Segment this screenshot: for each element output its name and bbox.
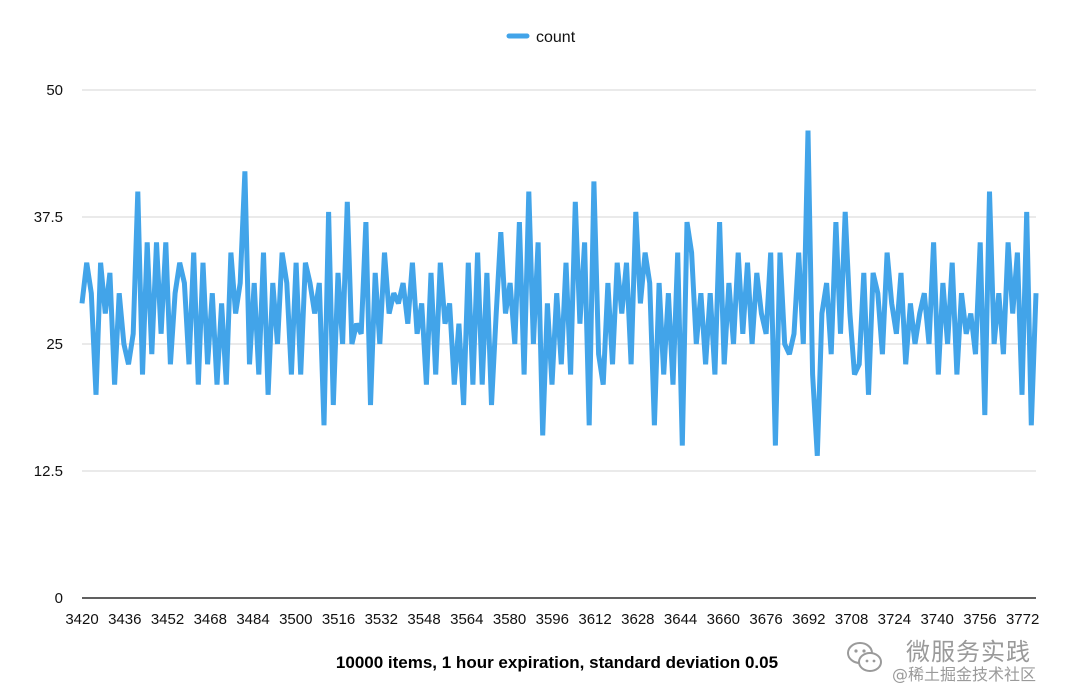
x-tick-label: 3628 xyxy=(621,611,654,628)
chart-title: 10000 items, 1 hour expiration, standard… xyxy=(336,653,778,672)
y-tick-label: 50 xyxy=(46,82,63,99)
x-tick-label: 3644 xyxy=(664,611,697,628)
legend-label-count: count xyxy=(536,29,576,46)
x-tick-label: 3740 xyxy=(920,611,953,628)
y-axis-ticks: 0 12.5 25 37.5 50 xyxy=(34,82,63,607)
x-tick-label: 3436 xyxy=(108,611,141,628)
x-tick-label: 3676 xyxy=(749,611,782,628)
y-tick-label: 12.5 xyxy=(34,463,63,480)
y-tick-label: 25 xyxy=(46,336,63,353)
x-tick-label: 3468 xyxy=(194,611,227,628)
x-tick-label: 3692 xyxy=(792,611,825,628)
x-axis-ticks: 3420 3436 3452 3468 3484 3500 3516 3532 3548 3564… xyxy=(65,611,1039,628)
watermark-account: 微服务实践 xyxy=(906,638,1031,666)
x-tick-label: 3756 xyxy=(963,611,996,628)
x-tick-label: 3484 xyxy=(236,611,269,628)
wechat-icon xyxy=(847,642,882,672)
x-tick-label: 3548 xyxy=(407,611,440,628)
x-tick-label: 3500 xyxy=(279,611,312,628)
series-line-count xyxy=(79,130,1039,456)
x-tick-label: 3772 xyxy=(1006,611,1039,628)
y-tick-label: 0 xyxy=(55,590,63,607)
legend: count xyxy=(506,29,576,46)
y-tick-label: 37.5 xyxy=(34,209,63,226)
series-layer xyxy=(79,130,1039,456)
x-tick-label: 3564 xyxy=(450,611,483,628)
x-tick-label: 3532 xyxy=(365,611,398,628)
x-tick-label: 3596 xyxy=(536,611,569,628)
x-tick-label: 3660 xyxy=(707,611,740,628)
x-tick-label: 3580 xyxy=(493,611,526,628)
watermark-source: @稀土掘金技术社区 xyxy=(892,665,1037,684)
x-tick-label: 3708 xyxy=(835,611,868,628)
x-tick-label: 3420 xyxy=(65,611,98,628)
x-tick-label: 3612 xyxy=(578,611,611,628)
x-tick-label: 3452 xyxy=(151,611,184,628)
x-tick-label: 3516 xyxy=(322,611,355,628)
x-tick-label: 3724 xyxy=(878,611,911,628)
